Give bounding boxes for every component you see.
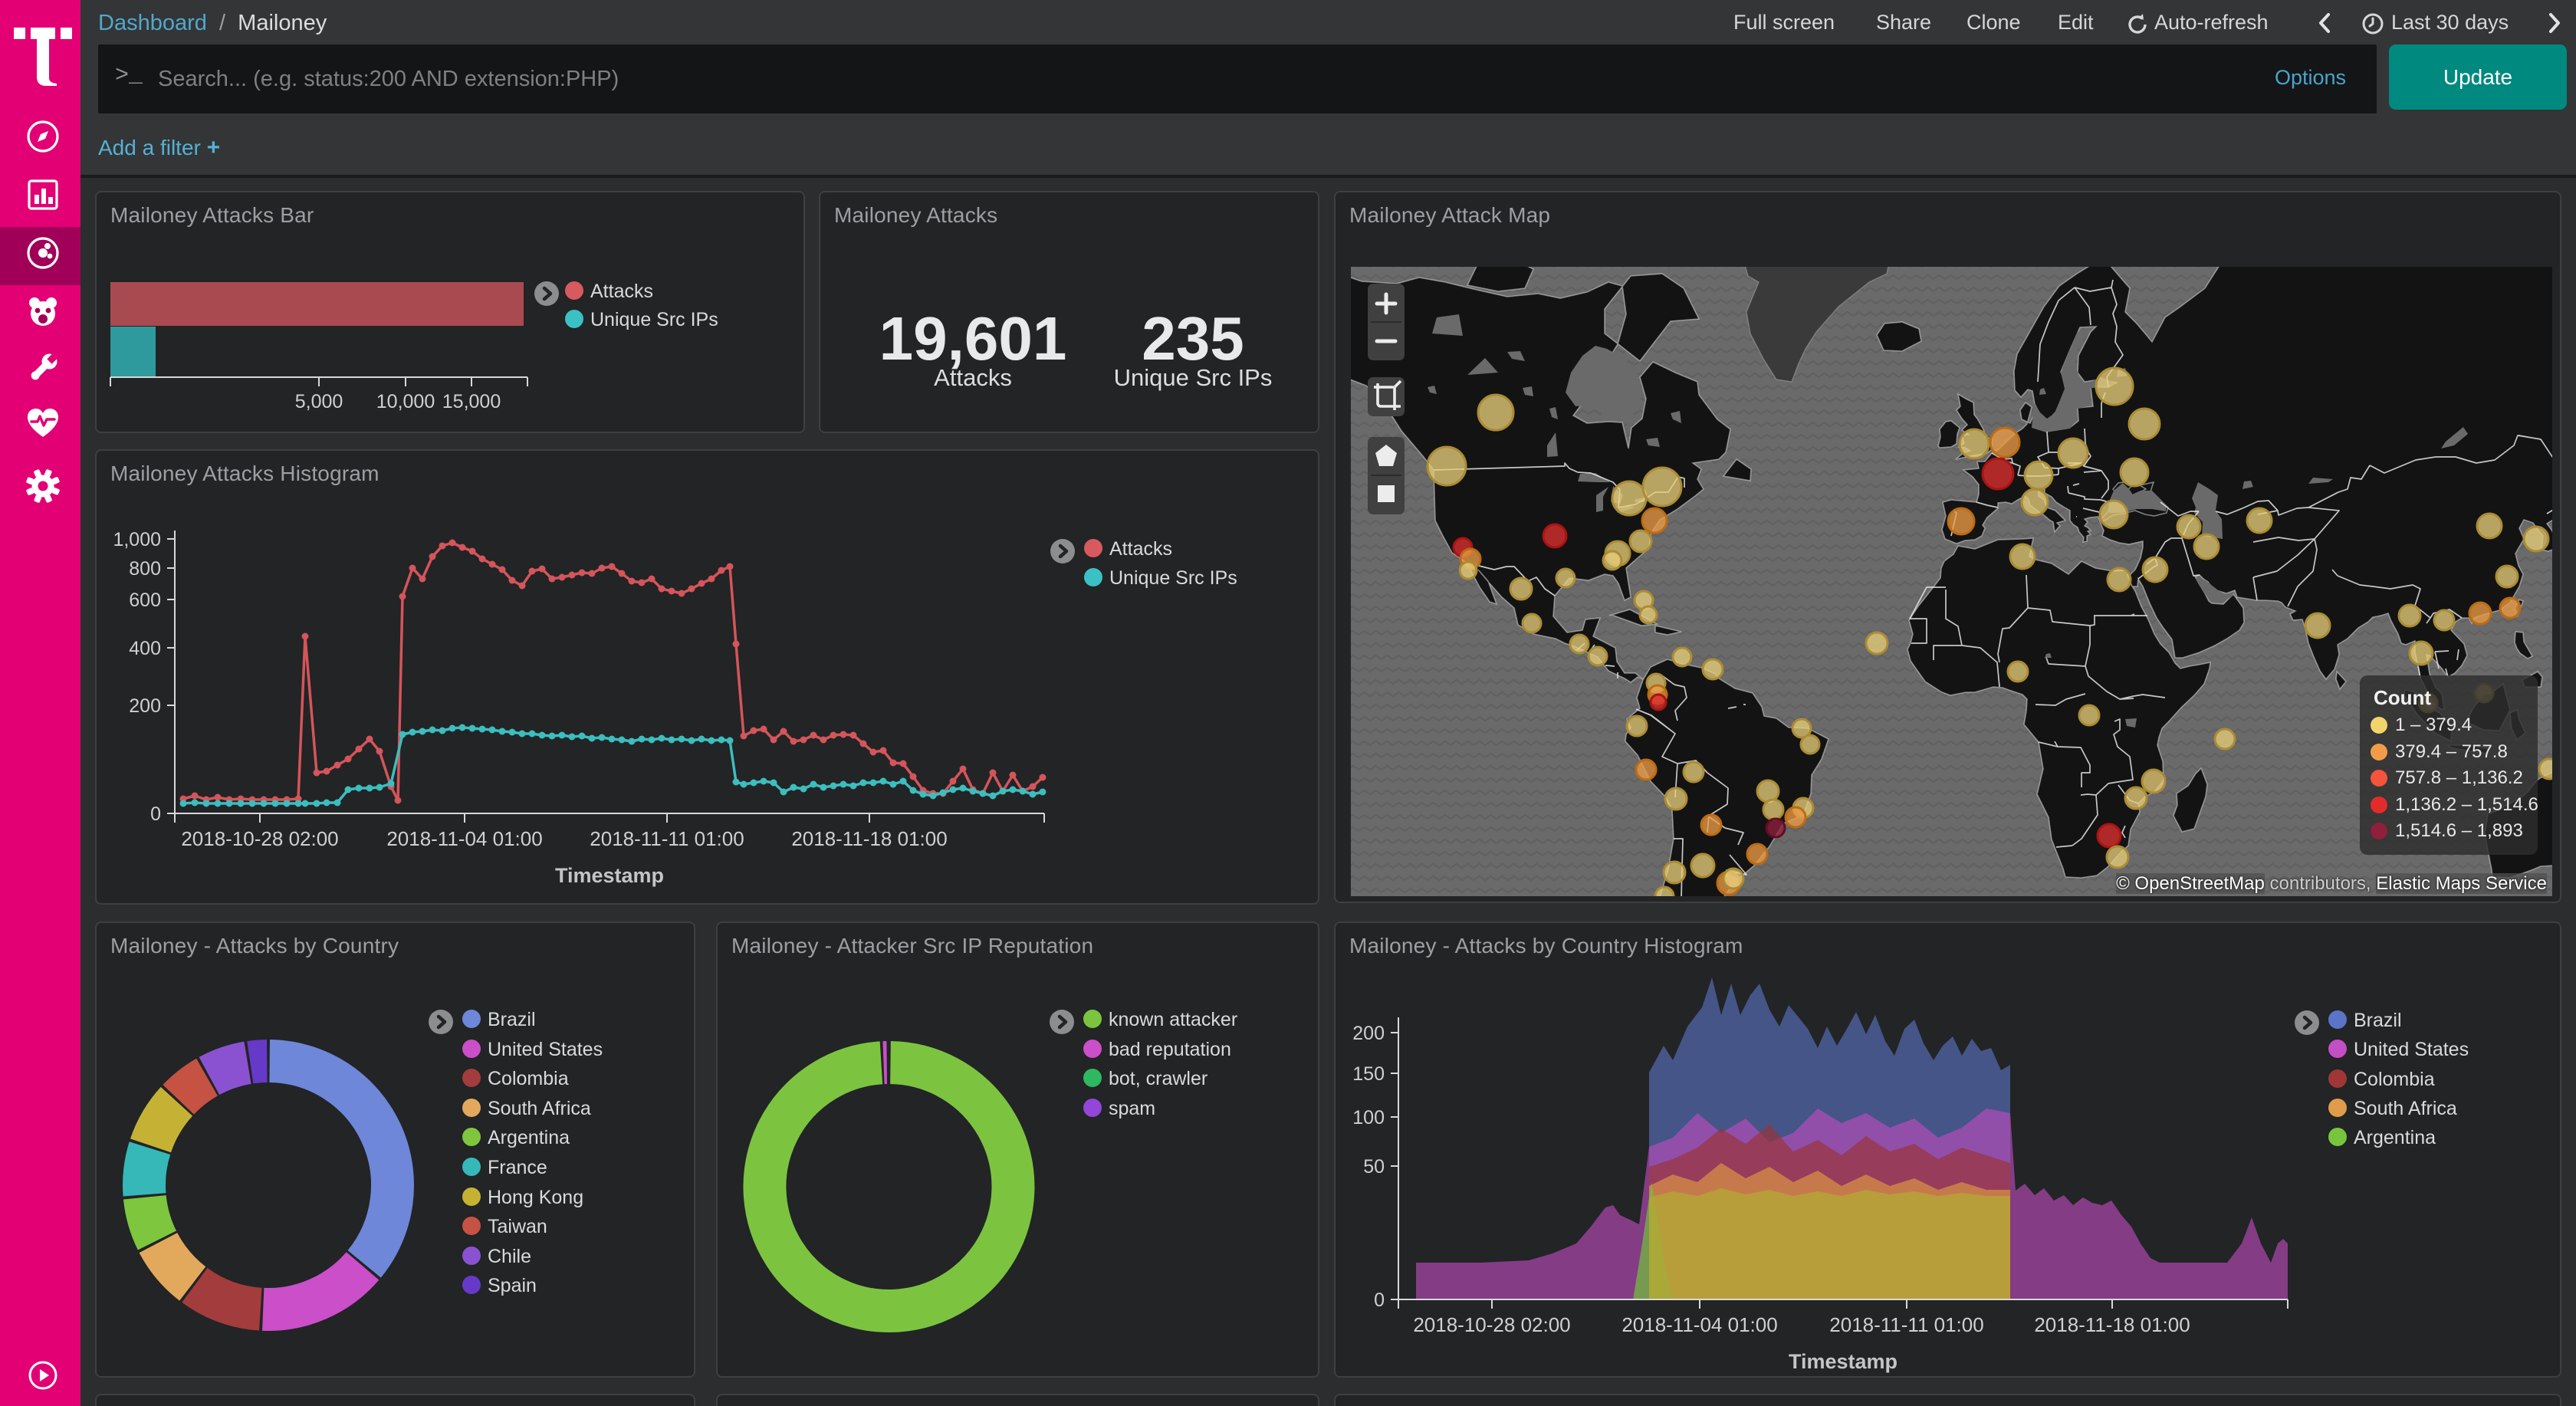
svg-text:1,000: 1,000 xyxy=(113,529,161,550)
svg-text:2018-11-11 01:00: 2018-11-11 01:00 xyxy=(1829,1313,1983,1336)
svg-text:2018-11-11 01:00: 2018-11-11 01:00 xyxy=(590,827,744,850)
svg-text:800: 800 xyxy=(129,558,161,580)
svg-text:50: 50 xyxy=(1363,1156,1385,1178)
svg-text:2018-11-18 01:00: 2018-11-18 01:00 xyxy=(2034,1313,2190,1336)
svg-text:10,000: 10,000 xyxy=(376,391,435,412)
svg-text:2018-11-18 01:00: 2018-11-18 01:00 xyxy=(791,827,947,850)
svg-text:0: 0 xyxy=(1374,1289,1385,1311)
svg-text:200: 200 xyxy=(1352,1023,1385,1044)
svg-text:0: 0 xyxy=(150,803,161,825)
svg-text:2018-10-28 02:00: 2018-10-28 02:00 xyxy=(1413,1313,1570,1336)
svg-text:400: 400 xyxy=(129,638,161,659)
svg-text:15,000: 15,000 xyxy=(442,391,501,412)
svg-text:5,000: 5,000 xyxy=(295,391,343,412)
svg-text:600: 600 xyxy=(129,590,161,611)
svg-text:150: 150 xyxy=(1352,1063,1385,1085)
svg-text:2018-10-28 02:00: 2018-10-28 02:00 xyxy=(181,827,338,850)
svg-text:2018-11-04 01:00: 2018-11-04 01:00 xyxy=(386,827,542,850)
svg-text:100: 100 xyxy=(1352,1107,1385,1128)
svg-text:200: 200 xyxy=(129,695,161,717)
svg-text:Timestamp: Timestamp xyxy=(1789,1350,1898,1373)
svg-text:Timestamp: Timestamp xyxy=(555,864,664,887)
svg-text:2018-11-04 01:00: 2018-11-04 01:00 xyxy=(1622,1313,1777,1336)
